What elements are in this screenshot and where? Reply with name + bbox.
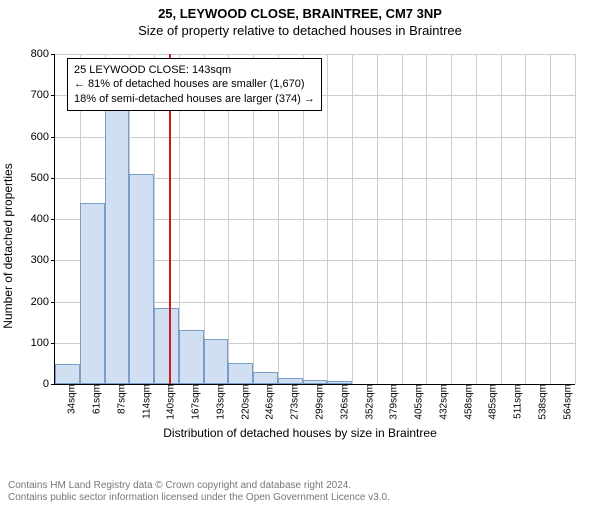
histogram-bar (303, 380, 328, 384)
histogram-bar (278, 378, 303, 384)
y-tick: 600 (31, 131, 55, 143)
histogram-bar (154, 308, 179, 384)
gridline-v (352, 54, 353, 384)
x-tick: 61sqm (90, 384, 103, 414)
gridline-h (55, 54, 575, 55)
x-tick: 87sqm (114, 384, 127, 414)
x-tick: 379sqm (387, 384, 400, 420)
y-tick: 300 (31, 254, 55, 266)
y-axis-label: Number of detached properties (1, 163, 15, 328)
histogram-bar (129, 174, 154, 384)
footer-line: Contains public sector information licen… (8, 492, 390, 504)
gridline-v (476, 54, 477, 384)
y-tick: 700 (31, 89, 55, 101)
histogram-bar (253, 372, 278, 384)
x-tick: 34sqm (65, 384, 78, 414)
histogram-bar (327, 381, 352, 384)
y-tick: 100 (31, 337, 55, 349)
x-tick: 405sqm (412, 384, 425, 420)
x-tick: 167sqm (189, 384, 202, 420)
gridline-v (525, 54, 526, 384)
gridline-v (451, 54, 452, 384)
gridline-v (327, 54, 328, 384)
gridline-v (377, 54, 378, 384)
y-tick: 500 (31, 172, 55, 184)
x-tick: 352sqm (362, 384, 375, 420)
x-tick: 273sqm (288, 384, 301, 420)
histogram-bar (55, 364, 80, 384)
page-subtitle: Size of property relative to detached ho… (0, 23, 600, 38)
info-box: 25 LEYWOOD CLOSE: 143sqm ← 81% of detach… (67, 58, 322, 111)
x-tick: 246sqm (263, 384, 276, 420)
x-axis-label: Distribution of detached houses by size … (0, 426, 600, 440)
histogram-bar (228, 363, 253, 384)
x-tick: 326sqm (337, 384, 350, 420)
histogram-plot: 25 LEYWOOD CLOSE: 143sqm ← 81% of detach… (54, 54, 575, 385)
x-tick: 485sqm (486, 384, 499, 420)
x-tick: 538sqm (535, 384, 548, 420)
gridline-v (501, 54, 502, 384)
gridline-v (402, 54, 403, 384)
x-tick: 220sqm (238, 384, 251, 420)
x-tick: 511sqm (511, 384, 524, 419)
gridline-v (575, 54, 576, 384)
histogram-bar (179, 330, 204, 384)
info-line: 25 LEYWOOD CLOSE: 143sqm (74, 63, 315, 77)
x-tick: 114sqm (139, 384, 152, 419)
x-tick: 299sqm (313, 384, 326, 420)
x-tick: 140sqm (164, 384, 177, 420)
chart-container: Number of detached properties 25 LEYWOOD… (0, 46, 600, 446)
footer-attribution: Contains HM Land Registry data © Crown c… (8, 480, 390, 504)
y-tick: 200 (31, 296, 55, 308)
y-tick: 800 (31, 48, 55, 60)
page-title: 25, LEYWOOD CLOSE, BRAINTREE, CM7 3NP (0, 6, 600, 21)
histogram-bar (204, 339, 229, 384)
x-tick: 458sqm (461, 384, 474, 420)
info-line: 18% of semi-detached houses are larger (… (74, 92, 315, 106)
histogram-bar (80, 203, 105, 385)
x-tick: 193sqm (213, 384, 226, 420)
gridline-h (55, 137, 575, 138)
x-tick: 432sqm (436, 384, 449, 420)
gridline-v (550, 54, 551, 384)
footer-line: Contains HM Land Registry data © Crown c… (8, 480, 390, 492)
info-line: ← 81% of detached houses are smaller (1,… (74, 77, 315, 91)
x-tick: 564sqm (560, 384, 573, 420)
y-tick: 0 (43, 378, 55, 390)
gridline-v (426, 54, 427, 384)
histogram-bar (105, 104, 130, 385)
y-tick: 400 (31, 213, 55, 225)
